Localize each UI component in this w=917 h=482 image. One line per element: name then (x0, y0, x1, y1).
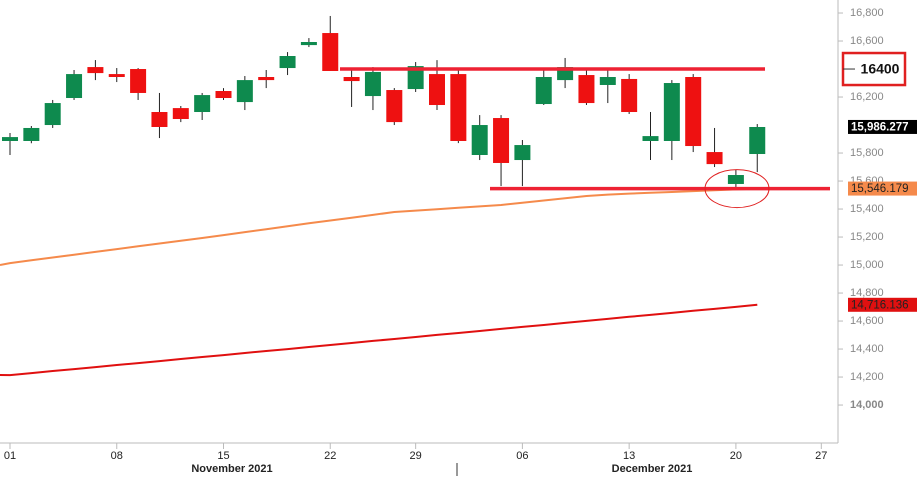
y-tick-label: 14,200 (850, 371, 884, 383)
candle-body (258, 77, 275, 81)
candle-body (450, 74, 467, 141)
candle-body (215, 91, 232, 99)
candle-body (706, 152, 723, 165)
candle-body (429, 74, 445, 106)
candle-body (663, 83, 680, 141)
candle-body (172, 108, 189, 120)
candle-body (108, 74, 125, 78)
x-tick-label: 08 (111, 450, 123, 462)
candle-body (322, 33, 339, 71)
y-tick-label: 14,400 (850, 343, 884, 355)
candle-body (279, 56, 296, 69)
candle-body (642, 136, 659, 141)
x-tick-label: 29 (410, 450, 422, 462)
y-tick-label: 15,200 (850, 231, 884, 243)
candle-body (749, 126, 766, 155)
candle-body (599, 77, 616, 85)
highlight-ellipse (704, 169, 770, 209)
x-tick-label: 13 (623, 450, 635, 462)
candle-body (343, 77, 360, 82)
candle-body (578, 75, 595, 104)
candle-body (151, 112, 168, 127)
price-label: 15,986.277 (851, 121, 909, 133)
candle-body (130, 69, 147, 93)
candle-body (300, 42, 317, 46)
y-tick-label: 15,000 (850, 259, 884, 271)
y-tick-label: 14,000 (850, 399, 884, 411)
candle-body (407, 66, 424, 90)
moving-average (0, 187, 758, 266)
candle-body (236, 80, 253, 103)
candle-body (621, 78, 638, 113)
x-tick-label: 15 (217, 450, 229, 462)
x-tick-label: 27 (815, 450, 827, 462)
price-label: 15,546.179 (851, 183, 909, 195)
x-tick-label: 20 (730, 450, 742, 462)
candle-body (364, 71, 381, 97)
y-tick-label: 16,800 (850, 7, 884, 19)
candle-body (194, 95, 211, 113)
candle-body (535, 77, 552, 105)
y-tick-label: 15,800 (850, 147, 884, 159)
candle-body (493, 118, 510, 163)
price-label: 14,716.136 (851, 299, 909, 311)
candle-body (2, 137, 18, 141)
candle-body (685, 77, 702, 147)
level-annotation: 16400 (861, 61, 900, 77)
price-label-box (848, 297, 917, 312)
month-label: December 2021 (612, 463, 693, 475)
y-tick-label: 15,400 (850, 203, 884, 215)
candle-body (386, 90, 403, 123)
y-tick-label: 14,600 (850, 315, 884, 327)
x-tick-label: 22 (324, 450, 336, 462)
price-label-box (848, 181, 917, 196)
candle-body (514, 145, 531, 161)
candle-body (44, 103, 61, 126)
candle-body (87, 67, 104, 74)
candle-body (727, 175, 744, 184)
candle-body (66, 74, 83, 99)
y-tick-label: 16,200 (850, 91, 884, 103)
x-tick-label: 06 (516, 450, 528, 462)
x-tick-label: 01 (4, 450, 16, 462)
y-tick-label: 14,800 (850, 287, 884, 299)
price-label-box (848, 119, 917, 134)
month-label: November 2021 (191, 463, 272, 475)
y-tick-label: 16,600 (850, 35, 884, 47)
candle-body (471, 125, 488, 155)
candle-body (23, 127, 40, 141)
moving-average (0, 303, 758, 377)
